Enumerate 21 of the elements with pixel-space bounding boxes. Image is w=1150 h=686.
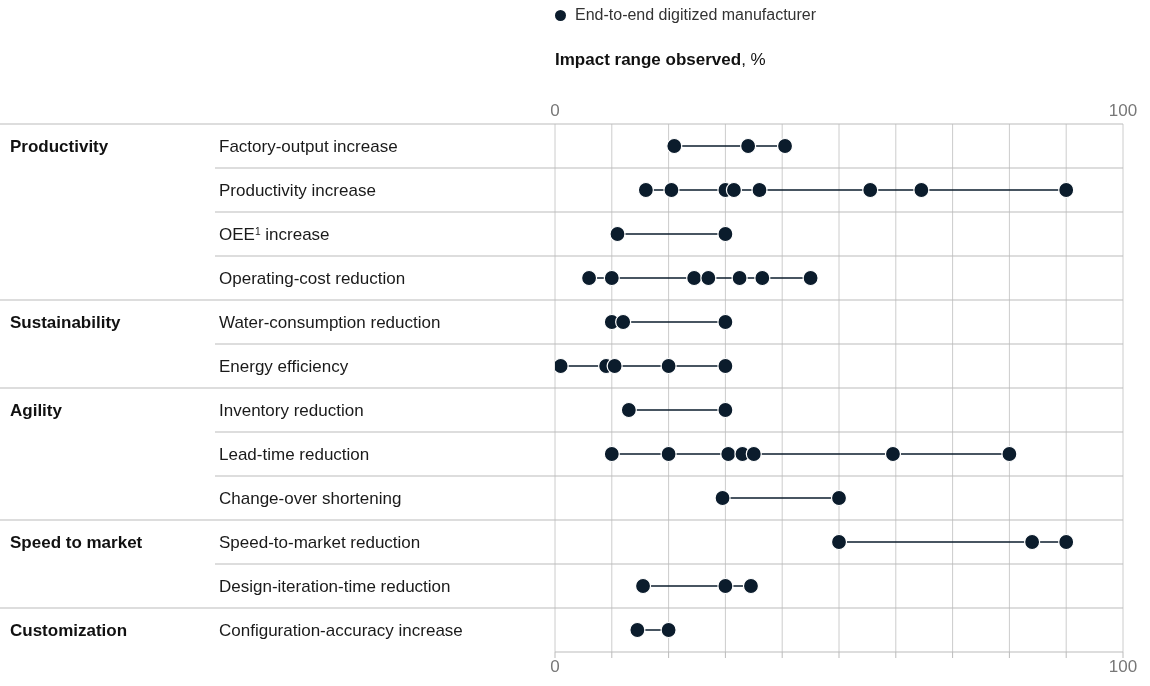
y-tick-label: Configuration-accuracy increase bbox=[219, 621, 463, 640]
y2-tick-label: Customization bbox=[10, 621, 128, 640]
y-tick-label: Change-over shortening bbox=[219, 489, 402, 508]
y2-tick-label: Sustainability bbox=[10, 313, 122, 332]
x-axis-title: Impact range observed, % bbox=[555, 50, 766, 70]
y-tick-label: Lead-time reduction bbox=[219, 445, 370, 464]
y-tick-label: Productivity increase bbox=[219, 181, 376, 200]
y-tick-label: Factory-output increase bbox=[219, 137, 398, 156]
y2-tick-label: Productivity bbox=[10, 137, 109, 156]
y-tick-label: Inventory reduction bbox=[219, 401, 364, 420]
x2-tick-label: 0 bbox=[550, 657, 560, 677]
y-tick-label: Design-iteration-time reduction bbox=[219, 577, 451, 596]
y-tick-label: Speed-to-market reduction bbox=[219, 533, 421, 552]
y-tick-label: OEE$^{1}$ increase bbox=[219, 225, 330, 244]
y-tick-label: Water-consumption reduction bbox=[219, 313, 441, 332]
y-tick-label: Energy efficiency bbox=[219, 357, 349, 376]
y-tick-label: Operating-cost reduction bbox=[219, 269, 406, 288]
legend-label: End-to-end digitized manufacturer bbox=[575, 6, 817, 24]
x2-tick-label: 100 bbox=[1108, 657, 1138, 677]
y2-tick-label: Agility bbox=[10, 401, 63, 420]
y2-tick-label: Speed to market bbox=[10, 533, 143, 552]
